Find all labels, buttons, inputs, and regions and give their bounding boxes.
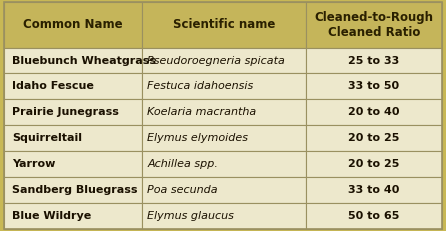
Text: Yarrow: Yarrow xyxy=(12,159,56,169)
Text: Bluebunch Wheatgrass: Bluebunch Wheatgrass xyxy=(12,55,157,66)
Bar xyxy=(142,203,306,229)
Bar xyxy=(306,99,442,125)
Bar xyxy=(4,99,142,125)
Bar xyxy=(306,125,442,151)
Text: Elymus glaucus: Elymus glaucus xyxy=(147,211,234,221)
Text: Common Name: Common Name xyxy=(24,18,123,31)
Bar xyxy=(142,177,306,203)
Text: Elymus elymoides: Elymus elymoides xyxy=(147,133,248,143)
Text: Idaho Fescue: Idaho Fescue xyxy=(12,81,94,91)
Text: Prairie Junegrass: Prairie Junegrass xyxy=(12,107,119,117)
Bar xyxy=(4,125,142,151)
Text: 20 to 25: 20 to 25 xyxy=(348,159,400,169)
Text: Poa secunda: Poa secunda xyxy=(147,185,218,195)
Bar xyxy=(142,99,306,125)
Bar xyxy=(4,73,142,99)
Bar xyxy=(4,2,142,48)
Text: 33 to 50: 33 to 50 xyxy=(348,81,399,91)
Text: Koelaria macrantha: Koelaria macrantha xyxy=(147,107,256,117)
Bar xyxy=(4,203,142,229)
Bar xyxy=(306,2,442,48)
Bar xyxy=(142,48,306,73)
Bar xyxy=(306,48,442,73)
Text: Squirreltail: Squirreltail xyxy=(12,133,83,143)
Bar xyxy=(4,151,142,177)
Text: Sandberg Bluegrass: Sandberg Bluegrass xyxy=(12,185,138,195)
Bar xyxy=(142,125,306,151)
Text: 33 to 40: 33 to 40 xyxy=(348,185,400,195)
Text: Blue Wildrye: Blue Wildrye xyxy=(12,211,91,221)
Text: Scientific name: Scientific name xyxy=(173,18,275,31)
Text: 20 to 40: 20 to 40 xyxy=(348,107,400,117)
Text: Achillea spp.: Achillea spp. xyxy=(147,159,218,169)
Bar xyxy=(306,203,442,229)
Text: Pseudoroegneria spicata: Pseudoroegneria spicata xyxy=(147,55,285,66)
Bar xyxy=(142,2,306,48)
Text: Cleaned-to-Rough
Cleaned Ratio: Cleaned-to-Rough Cleaned Ratio xyxy=(314,11,434,39)
Bar xyxy=(306,177,442,203)
Bar xyxy=(306,73,442,99)
Text: 25 to 33: 25 to 33 xyxy=(348,55,400,66)
Bar xyxy=(4,48,142,73)
Bar xyxy=(306,151,442,177)
Text: 20 to 25: 20 to 25 xyxy=(348,133,400,143)
Bar xyxy=(142,73,306,99)
Bar xyxy=(142,151,306,177)
Text: Festuca idahoensis: Festuca idahoensis xyxy=(147,81,254,91)
Text: 50 to 65: 50 to 65 xyxy=(348,211,400,221)
Bar xyxy=(4,177,142,203)
